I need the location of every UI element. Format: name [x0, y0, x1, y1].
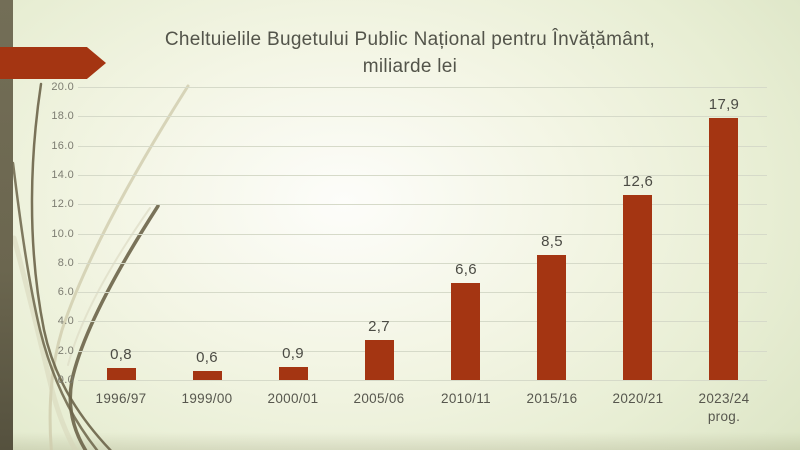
- gridline: [78, 292, 767, 294]
- title-accent-arrow-icon: [0, 47, 106, 79]
- x-axis-category-label: 2023/24 prog.: [698, 391, 750, 424]
- bar: [709, 118, 738, 380]
- bar: [107, 368, 136, 380]
- bar: [279, 367, 308, 380]
- x-axis-category-label: 2000/01: [267, 391, 319, 406]
- y-axis-tick-label: 14.0: [51, 168, 74, 181]
- bar: [193, 371, 222, 380]
- left-accent-stripe: [0, 0, 13, 450]
- bar: [451, 283, 480, 380]
- bar-value-label: 8,5: [541, 233, 563, 250]
- y-axis-tick-label: 6.0: [57, 286, 74, 299]
- gridline: [78, 380, 767, 381]
- bar-value-label: 17,9: [708, 96, 740, 113]
- x-axis-category-label: 2010/11: [441, 391, 491, 406]
- y-axis-tick-label: 10.0: [51, 227, 74, 240]
- y-axis-tick-label: 16.0: [51, 139, 74, 152]
- y-axis-tick-label: 4.0: [57, 315, 74, 328]
- bar-value-label: 0,8: [110, 346, 132, 363]
- slide-title-line2: miliarde lei: [362, 56, 458, 77]
- bar: [623, 195, 652, 380]
- y-axis-tick-label: 8.0: [57, 256, 74, 269]
- bar-value-label: 2,7: [368, 318, 390, 335]
- y-axis-tick-label: 0.0: [57, 374, 74, 386]
- gridline: [78, 204, 767, 206]
- x-axis-category-label: 2005/06: [353, 391, 405, 406]
- bar-value-label: 0,6: [196, 349, 218, 366]
- gridline: [78, 321, 767, 323]
- gridline: [78, 233, 767, 235]
- bar-value-label: 12,6: [622, 173, 654, 190]
- gridline: [78, 145, 767, 147]
- gridline: [78, 116, 767, 118]
- y-axis-tick-label: 2.0: [57, 344, 74, 357]
- y-axis-tick-label: 20.0: [51, 81, 74, 93]
- bar-value-label: 0,9: [282, 345, 304, 362]
- bar: [365, 340, 394, 380]
- x-axis-category-label: 1996/97: [95, 391, 147, 406]
- bar: [537, 255, 566, 380]
- gridline: [78, 87, 767, 88]
- bar-value-label: 6,6: [455, 261, 477, 278]
- y-axis-tick-label: 18.0: [51, 110, 74, 123]
- x-axis-category-label: 1999/00: [181, 391, 233, 406]
- slide-title: Cheltuielile Bugetului Public Național p…: [30, 26, 790, 80]
- x-axis-category-label: 2015/16: [526, 391, 578, 406]
- gridline: [78, 350, 767, 352]
- y-axis-tick-label: 12.0: [51, 198, 74, 211]
- gridline: [78, 262, 767, 264]
- gridline: [78, 174, 767, 176]
- slide-title-line1: Cheltuielile Bugetului Public Național p…: [164, 29, 656, 50]
- x-axis-category-label: 2020/21: [612, 391, 664, 406]
